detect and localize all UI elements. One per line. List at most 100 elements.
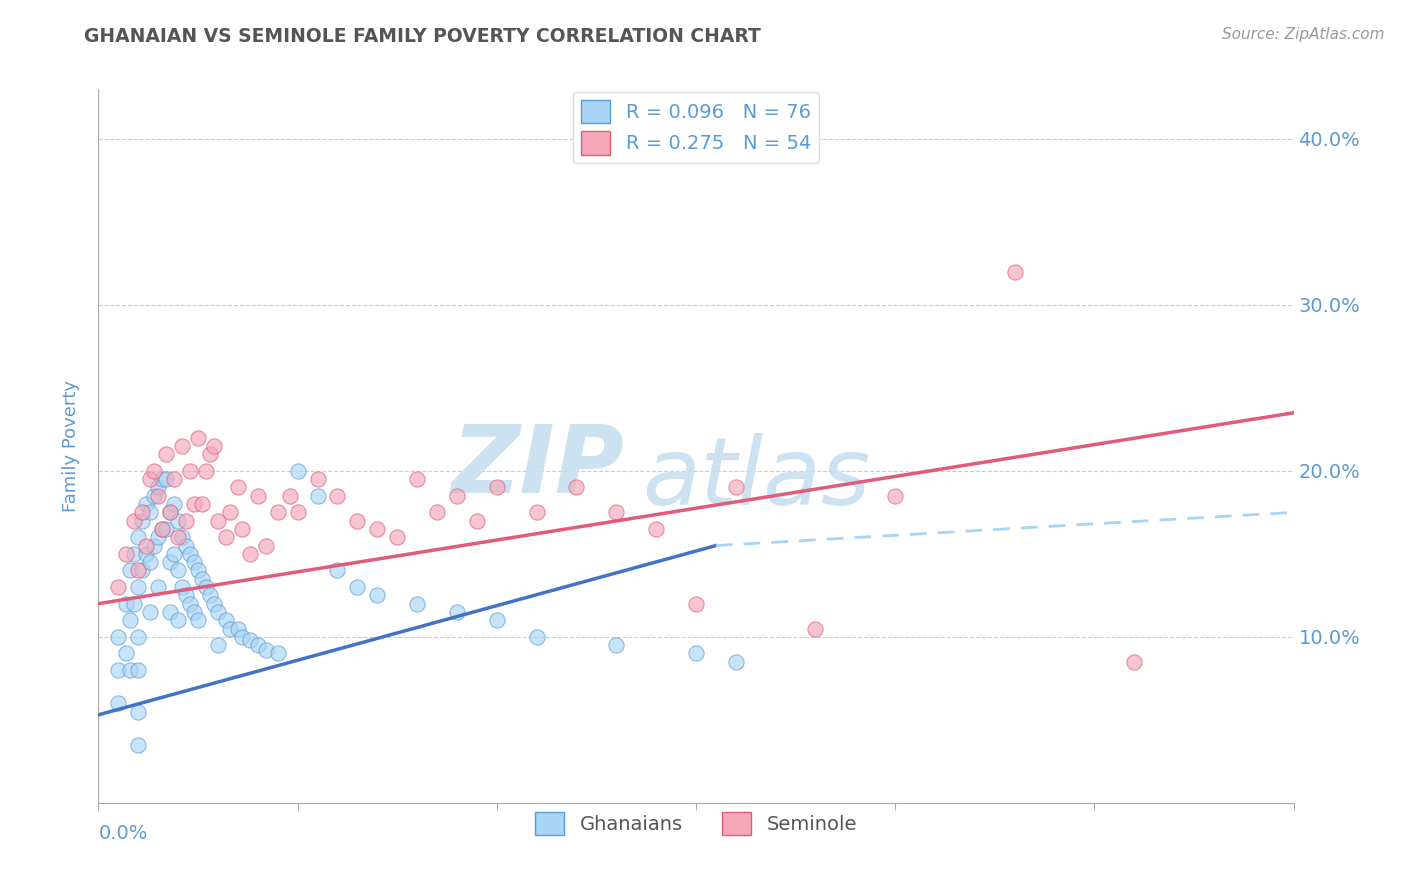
Point bbox=[127, 738, 149, 752]
Point bbox=[406, 472, 429, 486]
Point bbox=[207, 514, 229, 528]
Point bbox=[159, 505, 181, 519]
Point bbox=[127, 564, 149, 578]
Point bbox=[148, 489, 170, 503]
Point bbox=[685, 647, 707, 661]
Point bbox=[139, 605, 162, 619]
Point bbox=[174, 539, 197, 553]
Point bbox=[246, 489, 269, 503]
Point bbox=[465, 514, 488, 528]
Point bbox=[179, 597, 201, 611]
Point bbox=[124, 514, 146, 528]
Point bbox=[198, 447, 221, 461]
Point bbox=[172, 530, 194, 544]
Point bbox=[326, 564, 349, 578]
Point bbox=[179, 464, 201, 478]
Point bbox=[159, 555, 181, 569]
Point bbox=[605, 505, 627, 519]
Point bbox=[278, 489, 301, 503]
Point bbox=[107, 663, 129, 677]
Point bbox=[174, 588, 197, 602]
Point bbox=[135, 547, 157, 561]
Point bbox=[287, 505, 309, 519]
Text: atlas: atlas bbox=[643, 433, 870, 524]
Point bbox=[159, 505, 181, 519]
Point bbox=[1123, 655, 1146, 669]
Point bbox=[191, 572, 214, 586]
Point bbox=[239, 547, 262, 561]
Point bbox=[124, 547, 146, 561]
Point bbox=[202, 597, 225, 611]
Point bbox=[346, 514, 368, 528]
Point bbox=[139, 505, 162, 519]
Point bbox=[167, 564, 190, 578]
Point bbox=[115, 597, 138, 611]
Point bbox=[215, 613, 238, 627]
Point bbox=[148, 580, 170, 594]
Point bbox=[195, 464, 218, 478]
Point bbox=[804, 622, 827, 636]
Point bbox=[150, 472, 173, 486]
Point bbox=[179, 547, 201, 561]
Point bbox=[163, 547, 186, 561]
Point bbox=[187, 613, 209, 627]
Point bbox=[426, 505, 449, 519]
Point bbox=[307, 489, 329, 503]
Point bbox=[366, 522, 388, 536]
Point bbox=[172, 439, 194, 453]
Point bbox=[485, 613, 508, 627]
Point bbox=[167, 514, 190, 528]
Point bbox=[115, 647, 138, 661]
Point bbox=[685, 597, 707, 611]
Legend: Ghanaians, Seminole: Ghanaians, Seminole bbox=[527, 804, 865, 843]
Point bbox=[207, 605, 229, 619]
Point bbox=[120, 613, 142, 627]
Point bbox=[139, 472, 162, 486]
Point bbox=[526, 505, 548, 519]
Point bbox=[120, 663, 142, 677]
Point bbox=[135, 497, 157, 511]
Point bbox=[183, 605, 205, 619]
Point bbox=[107, 630, 129, 644]
Point bbox=[143, 539, 166, 553]
Point bbox=[287, 464, 309, 478]
Text: ZIP: ZIP bbox=[451, 421, 624, 514]
Point bbox=[131, 514, 153, 528]
Point bbox=[124, 597, 146, 611]
Point bbox=[115, 547, 138, 561]
Point bbox=[267, 647, 290, 661]
Point bbox=[1004, 265, 1026, 279]
Point bbox=[131, 564, 153, 578]
Point bbox=[187, 431, 209, 445]
Point bbox=[155, 472, 177, 486]
Point bbox=[565, 481, 588, 495]
Point bbox=[254, 643, 277, 657]
Point bbox=[267, 505, 290, 519]
Text: 0.0%: 0.0% bbox=[98, 824, 148, 843]
Point bbox=[231, 522, 253, 536]
Point bbox=[198, 588, 221, 602]
Point bbox=[127, 630, 149, 644]
Point bbox=[202, 439, 225, 453]
Point bbox=[239, 633, 262, 648]
Point bbox=[254, 539, 277, 553]
Point bbox=[127, 705, 149, 719]
Point bbox=[226, 622, 249, 636]
Point bbox=[139, 555, 162, 569]
Point bbox=[231, 630, 253, 644]
Point bbox=[155, 447, 177, 461]
Point bbox=[163, 472, 186, 486]
Point bbox=[131, 505, 153, 519]
Point bbox=[135, 539, 157, 553]
Point bbox=[183, 497, 205, 511]
Point bbox=[645, 522, 668, 536]
Point bbox=[446, 605, 468, 619]
Point bbox=[148, 530, 170, 544]
Text: GHANAIAN VS SEMINOLE FAMILY POVERTY CORRELATION CHART: GHANAIAN VS SEMINOLE FAMILY POVERTY CORR… bbox=[84, 27, 761, 45]
Point bbox=[215, 530, 238, 544]
Point bbox=[366, 588, 388, 602]
Point bbox=[326, 489, 349, 503]
Point bbox=[107, 696, 129, 710]
Point bbox=[446, 489, 468, 503]
Point bbox=[307, 472, 329, 486]
